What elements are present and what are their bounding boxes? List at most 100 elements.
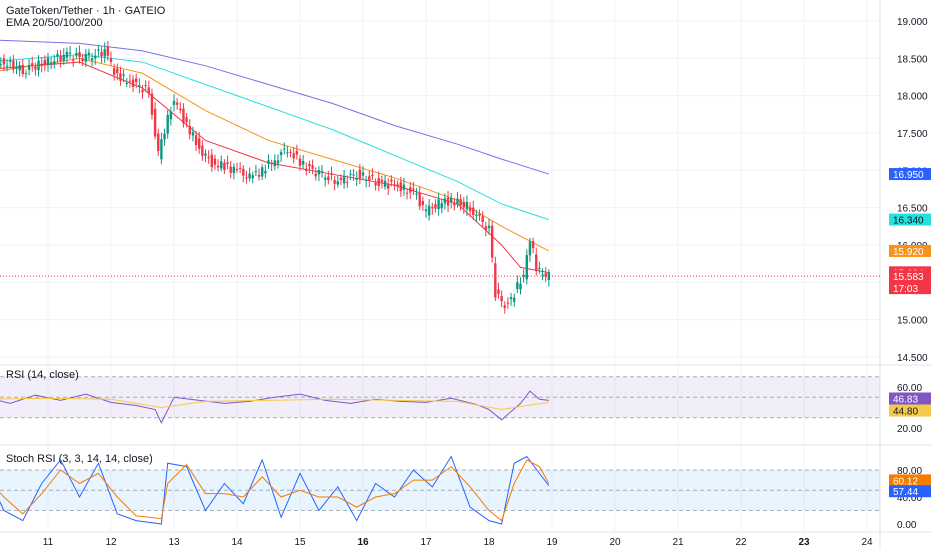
candle-body (490, 225, 494, 258)
candle-body (229, 166, 232, 173)
stoch-value: 57.44 (893, 487, 918, 498)
candle-body (106, 46, 110, 56)
candle-body (109, 58, 113, 62)
candle-body (65, 51, 69, 58)
candle-body (198, 138, 201, 149)
candle-body (179, 108, 182, 111)
candle-body (0, 63, 2, 65)
candle-body (43, 59, 47, 65)
candle-body (475, 214, 478, 216)
candle-body (396, 184, 399, 187)
candle-body (31, 63, 34, 66)
candle-body (368, 176, 371, 181)
candle-body (450, 197, 453, 202)
time-axis-label-16: 16 (357, 537, 369, 548)
stoch-axis-label: 40.00 (897, 493, 922, 504)
candle-body (103, 49, 106, 57)
candle-body (459, 199, 462, 206)
candle-body (72, 59, 75, 61)
candle-body (182, 108, 185, 124)
price-badge (889, 168, 931, 181)
candle-body (355, 177, 358, 180)
candle-body (465, 202, 469, 210)
candle-body (535, 254, 538, 272)
stoch-value-badge (889, 474, 931, 487)
candle-body (175, 102, 179, 105)
candle-body (160, 139, 163, 160)
price-axis-label: 19.000 (897, 17, 928, 28)
candle-body (531, 241, 535, 249)
candle-body (112, 68, 116, 75)
candle-body (399, 182, 402, 192)
candle-body (144, 84, 147, 86)
candle-body (383, 180, 387, 187)
candle-body (513, 297, 516, 302)
candle-body (201, 145, 204, 156)
candle-body (415, 193, 418, 195)
candle-body (538, 268, 541, 270)
candle-body (166, 114, 169, 134)
candle-body (138, 85, 141, 87)
candle-body (462, 201, 465, 208)
candle-body (238, 167, 242, 169)
candle-body (87, 52, 91, 55)
candle-body (213, 158, 217, 165)
candle-body (204, 153, 207, 156)
candle-body (5, 65, 9, 67)
candle-body (90, 58, 94, 61)
candle-body (56, 54, 59, 57)
candle-body (279, 152, 283, 156)
candle-body (94, 55, 97, 59)
stoch-axis-label: 0.00 (897, 520, 917, 531)
ema-legend: EMA 20/50/100/200 (6, 17, 103, 29)
candle-body (210, 154, 213, 168)
candle-body (519, 283, 522, 290)
candle-body (431, 207, 434, 209)
time-axis-label-14: 14 (231, 537, 243, 548)
candle-body (336, 181, 339, 185)
candle-body (27, 64, 31, 70)
price-axis-label: 15.000 (897, 316, 928, 327)
candle-body (245, 177, 248, 179)
candle-body (349, 173, 352, 175)
time-axis-label-22: 22 (735, 537, 747, 548)
candle-body (251, 175, 254, 179)
price-axis-label: 17.500 (897, 129, 928, 140)
time-axis-label-17: 17 (420, 537, 432, 548)
rsi-value: 46.83 (893, 394, 918, 405)
candle-body (276, 160, 280, 164)
candle-body (509, 297, 513, 300)
rsi-axis-label: 60.00 (897, 383, 922, 394)
candle-body (122, 74, 125, 76)
candle-body (257, 174, 261, 177)
candle-body (311, 165, 314, 169)
candle-body (116, 68, 119, 74)
candle-body (188, 125, 191, 135)
candle-body (497, 289, 500, 294)
candle-body (84, 53, 87, 62)
candle-body (314, 173, 317, 177)
candle-body (194, 135, 198, 146)
candle-body (402, 184, 406, 190)
price-badge-value: 16.950 (893, 170, 924, 181)
symbol-title: GateToken/Tether · 1h · GATEIO (6, 5, 166, 17)
rsi-value-badge (889, 404, 931, 417)
candle-body (289, 151, 292, 153)
candle-body (528, 241, 532, 256)
price-badge-value: 16.340 (893, 216, 924, 227)
candle-body (377, 178, 380, 187)
candle-body (393, 184, 396, 186)
candle-body (352, 174, 355, 176)
candle-body (427, 205, 431, 216)
candle-body (525, 255, 528, 280)
candle-body (141, 89, 144, 93)
candle-body (100, 51, 103, 57)
candle-body (264, 171, 267, 174)
candle-body (147, 87, 150, 94)
rsi-ma-line (0, 397, 549, 411)
candle-body (544, 273, 547, 277)
stoch-band-fill (0, 470, 880, 511)
candle-body (270, 162, 273, 165)
candle-body (24, 73, 28, 75)
